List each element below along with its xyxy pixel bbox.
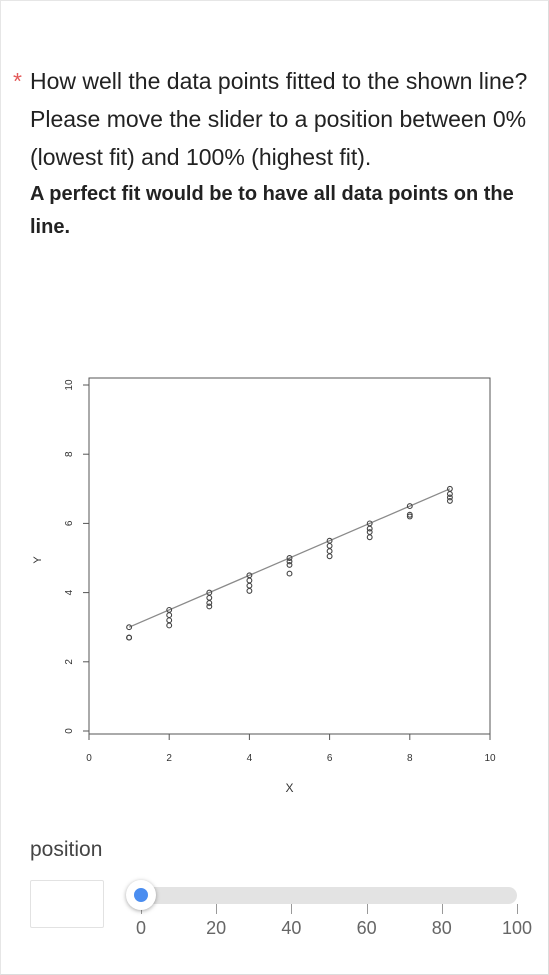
x-axis-label: X xyxy=(285,781,293,795)
x-axis: 0 2 4 6 8 10 xyxy=(86,734,496,764)
scatter-chart: 0 2 4 6 8 10 0 2 4 6 8 10 X Y xyxy=(32,377,496,795)
data-point xyxy=(126,624,133,631)
x-tick-label: 6 xyxy=(327,753,333,764)
y-axis-label: Y xyxy=(32,556,44,564)
data-point xyxy=(166,612,173,619)
x-tick-label: 8 xyxy=(407,753,413,764)
x-tick-label: 0 xyxy=(86,753,92,764)
y-axis: 0 2 4 6 8 10 xyxy=(64,379,89,734)
data-point xyxy=(286,555,293,561)
position-label: position xyxy=(30,838,103,861)
data-point xyxy=(326,542,333,549)
data-point xyxy=(326,548,333,555)
x-tick-label: 10 xyxy=(484,753,496,764)
y-tick-label: 4 xyxy=(64,589,75,595)
data-point xyxy=(206,594,213,601)
data-point xyxy=(406,503,413,510)
y-tick-label: 10 xyxy=(64,379,75,391)
data-point xyxy=(166,617,173,624)
required-mark: * xyxy=(13,68,22,94)
data-point xyxy=(246,582,253,589)
data-point xyxy=(446,497,453,504)
slider-tick xyxy=(291,904,293,914)
data-points xyxy=(126,485,453,641)
question-line-2: Please move the slider to a position bet… xyxy=(30,106,527,170)
x-tick-label: 4 xyxy=(247,753,253,764)
data-point xyxy=(406,511,413,518)
data-point xyxy=(366,529,373,536)
slider-thumb[interactable] xyxy=(126,880,156,910)
question-text: * How well the data points fitted to the… xyxy=(13,62,530,244)
question-line-1: How well the data points fitted to the s… xyxy=(30,68,528,94)
slider-tick-label: 0 xyxy=(135,918,146,938)
slider-tick-label: 100 xyxy=(501,918,533,938)
slider-tick xyxy=(441,904,443,914)
data-point xyxy=(366,534,373,541)
data-point xyxy=(286,561,293,568)
position-value-input[interactable] xyxy=(30,880,104,928)
data-point xyxy=(446,491,453,497)
slider-tick xyxy=(216,904,218,914)
data-point xyxy=(366,525,373,532)
data-point xyxy=(126,634,133,641)
data-point xyxy=(206,603,213,610)
y-tick-label: 0 xyxy=(64,728,75,734)
slider-tick-label: 80 xyxy=(431,918,452,938)
slider-tick xyxy=(366,904,368,914)
data-point xyxy=(406,513,413,520)
question-line-3: A perfect fit would be to have all data … xyxy=(30,183,514,238)
slider-tick-label: 20 xyxy=(206,918,227,938)
plot-frame xyxy=(88,377,491,735)
fit-line-group xyxy=(128,488,451,628)
data-point xyxy=(206,600,213,606)
y-tick-label: 8 xyxy=(64,451,75,457)
y-tick-label: 2 xyxy=(64,659,75,665)
fit-slider[interactable]: 0 20 40 60 80 100 xyxy=(125,880,532,950)
data-point xyxy=(286,558,293,565)
x-tick-label: 2 xyxy=(166,753,172,764)
data-point xyxy=(166,622,173,629)
slider-tick xyxy=(517,904,518,914)
data-point xyxy=(246,587,253,594)
data-point xyxy=(246,577,253,584)
slider-tick-label: 40 xyxy=(281,918,302,938)
y-tick-label: 6 xyxy=(64,520,75,526)
data-point xyxy=(446,494,453,501)
fit-line xyxy=(128,488,451,628)
slider-track[interactable] xyxy=(141,887,517,904)
data-point xyxy=(286,570,293,577)
data-point xyxy=(326,553,333,560)
slider-tick-label: 60 xyxy=(356,918,377,938)
